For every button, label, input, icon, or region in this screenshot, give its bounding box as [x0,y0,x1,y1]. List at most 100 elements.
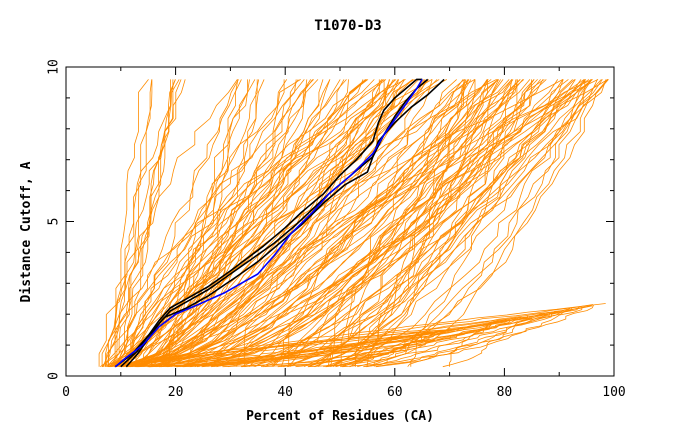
model-line-146 [288,79,545,367]
model-line-117 [138,79,513,368]
model-line-63 [141,79,404,367]
model-line-6 [108,79,186,367]
model-line-67 [135,79,368,367]
model-line-136 [161,79,514,368]
model-line-35 [165,79,380,368]
model-line-102 [236,79,521,367]
model-line-16 [121,79,288,367]
model-line-134 [340,79,470,367]
x-tick-label-5: 100 [602,385,625,400]
model-line-148 [240,79,535,368]
model-line-139 [130,79,497,367]
model-line-186 [136,305,592,368]
model-line-29 [114,79,239,367]
model-line-140 [335,79,586,368]
model-line-39 [102,79,433,367]
model-line-118 [280,79,599,367]
model-line-187 [277,320,510,368]
model-line-135 [187,79,593,367]
model-line-156 [336,318,517,368]
model-line-154 [366,335,419,368]
model-line-78 [161,79,400,368]
model-line-56 [156,79,391,368]
model-line-126 [355,79,513,367]
model-line-50 [168,79,430,367]
model-line-44 [105,79,406,367]
model-line-133 [207,79,489,368]
y-tick-label-2: 10 [47,59,62,75]
model-line-91 [177,79,488,368]
highlight-lines [114,78,445,368]
model-line-169 [373,334,421,367]
model-line-9 [112,79,176,367]
model-line-120 [181,79,489,368]
highlight-line-2 [114,78,445,368]
model-line-110 [114,79,569,368]
model-line-116 [194,79,593,368]
model-line-59 [109,79,347,367]
model-line-179 [325,308,575,368]
highlight-line-0 [120,78,423,368]
x-tick-label-0: 0 [62,385,70,400]
model-line-8 [114,79,149,367]
model-line-131 [326,79,593,368]
x-tick-label-2: 40 [277,385,293,400]
model-line-189 [442,316,533,368]
model-line-147 [366,79,593,367]
highlight-line-3 [114,78,423,368]
model-line-111 [308,79,603,368]
model-lines [98,79,609,368]
model-line-109 [216,79,573,368]
x-tick-label-4: 80 [497,385,513,400]
model-line-75 [150,79,345,368]
model-line-95 [330,79,467,368]
model-line-123 [155,79,499,368]
model-line-149 [349,79,476,368]
y-tick-label-1: 5 [47,218,62,226]
model-line-121 [325,79,535,368]
model-line-161 [108,303,606,368]
model-line-28 [110,79,256,368]
model-line-181 [342,306,583,368]
model-line-42 [122,79,387,367]
model-line-145 [243,79,492,367]
axis-ticks: 0 20 40 60 80 100 0 5 10 [47,59,626,400]
model-line-142 [366,79,518,368]
x-tick-label-1: 20 [168,385,184,400]
model-line-108 [248,79,547,367]
model-line-177 [407,311,558,367]
model-line-184 [125,305,593,368]
model-line-3 [112,79,153,367]
model-line-180 [363,320,504,368]
model-line-14 [116,79,242,367]
model-line-132 [253,79,608,368]
model-line-31 [114,79,308,368]
model-line-94 [260,79,468,368]
model-line-143 [309,79,517,368]
model-line-10 [116,79,305,367]
model-line-33 [108,79,297,368]
model-line-104 [343,79,513,368]
model-line-159 [222,315,528,368]
model-line-15 [128,79,331,368]
model-line-76 [162,79,426,367]
model-line-107 [317,79,607,367]
model-line-73 [163,79,369,367]
y-tick-label-0: 0 [47,372,62,380]
model-line-178 [135,328,459,367]
model-line-11 [98,79,238,367]
y-axis-label: Distance Cutoff, A [19,161,34,302]
model-line-144 [330,79,498,367]
model-line-112 [356,79,598,368]
model-line-188 [114,304,594,368]
model-line-51 [138,79,470,368]
model-line-72 [141,79,367,367]
model-line-129 [160,79,476,367]
model-line-69 [136,79,385,368]
x-axis-label: Percent of Residues (CA) [246,409,434,424]
model-line-137 [244,79,501,368]
model-line-125 [174,79,499,368]
x-tick-label-3: 60 [387,385,403,400]
model-line-127 [271,79,586,367]
